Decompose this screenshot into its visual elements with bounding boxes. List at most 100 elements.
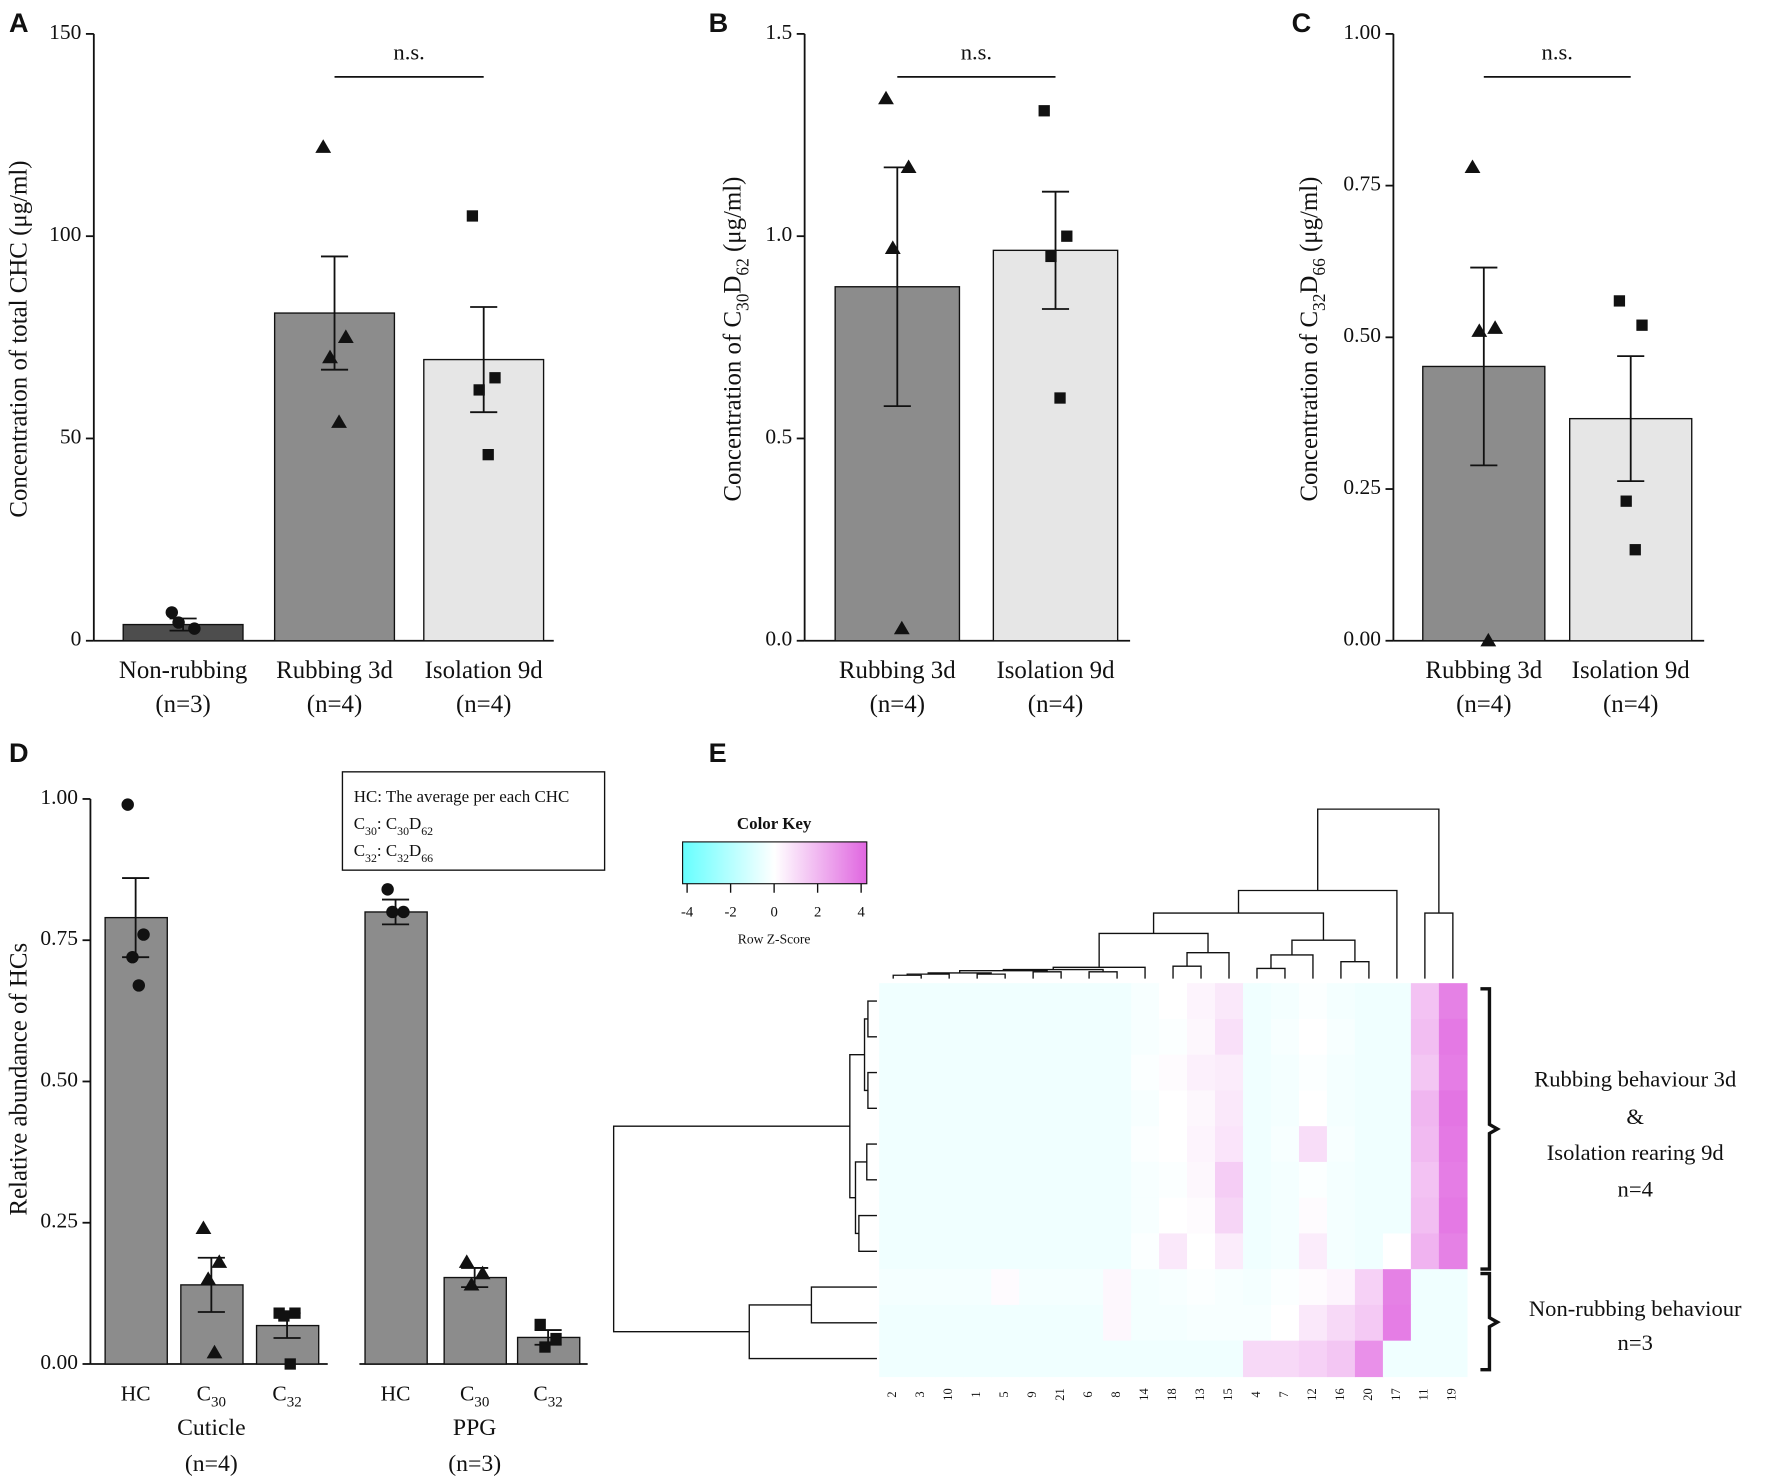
heatmap-cell — [1215, 983, 1244, 1020]
heatmap-cell — [1103, 1054, 1132, 1092]
y-tick-label: 0.0 — [765, 627, 792, 651]
heatmap-cell — [1410, 1090, 1440, 1127]
heatmap-cell — [879, 1126, 908, 1163]
panel-letter: A — [9, 7, 29, 38]
heatmap-cell — [1075, 1126, 1104, 1163]
data-point — [397, 905, 410, 919]
heatmap-cell — [1131, 1197, 1160, 1235]
heatmap-cell — [1159, 983, 1188, 1020]
heatmap-cell — [1354, 1161, 1384, 1199]
heatmap-cell — [1298, 1304, 1328, 1342]
data-point — [893, 620, 910, 635]
heatmap-cell — [879, 1197, 908, 1235]
x-tick-label: (n=4) — [870, 691, 925, 718]
heatmap-cell — [935, 1233, 964, 1270]
heatmap-cell — [907, 1090, 936, 1127]
heatmap-cell — [1438, 1054, 1468, 1092]
data-point — [458, 1254, 475, 1268]
heatmap-cell — [1159, 1233, 1188, 1270]
data-point — [322, 349, 338, 364]
heatmap-cell — [935, 1090, 964, 1127]
bracket — [1480, 987, 1501, 1271]
y-tick-label: 50 — [60, 424, 81, 448]
data-point — [278, 1310, 290, 1322]
heatmap-cell — [1242, 1340, 1272, 1378]
x-tick-label: C30 — [197, 1382, 226, 1412]
heatmap-cell — [1410, 1304, 1440, 1342]
annotation: n.s. — [1542, 39, 1573, 64]
column-label: 16 — [1333, 1388, 1347, 1400]
heatmap-cell — [1326, 1197, 1356, 1235]
heatmap-cell — [1270, 1018, 1300, 1056]
data-point — [137, 928, 150, 941]
dendrogram-branch — [1291, 939, 1356, 962]
heatmap-cell — [1270, 1054, 1300, 1092]
heatmap-cell — [1019, 1018, 1048, 1056]
heatmap-cell — [1103, 1161, 1132, 1199]
heatmap-cell — [1131, 1340, 1160, 1378]
heatmap-cell — [963, 1340, 992, 1378]
heatmap-cell — [963, 1018, 992, 1056]
heatmap-cell — [1103, 1233, 1132, 1270]
heatmap-cell — [907, 1340, 936, 1378]
y-tick-label: 1.0 — [765, 222, 792, 246]
x-tick-label: Rubbing 3d — [1425, 657, 1542, 684]
heatmap-cell — [1354, 1126, 1384, 1163]
heatmap-cell — [963, 1269, 992, 1306]
heatmap-cell — [1103, 1269, 1132, 1306]
heatmap-cell — [1270, 1340, 1300, 1378]
y-tick-label: 0.25 — [40, 1209, 78, 1233]
column-label: 14 — [1137, 1388, 1151, 1401]
heatmap-cell — [991, 1197, 1020, 1235]
heatmap-cell — [1215, 1304, 1244, 1342]
heatmap-cell — [1047, 983, 1076, 1020]
heatmap-cell — [1131, 1304, 1160, 1342]
data-point — [1620, 495, 1632, 507]
heatmap-cell — [1326, 1126, 1356, 1163]
dendrogram-branch — [867, 1071, 877, 1109]
heatmap-cell — [1019, 983, 1048, 1020]
data-point — [126, 950, 139, 964]
colorbar-tick-label: 4 — [857, 904, 865, 920]
heatmap-cell — [935, 1304, 964, 1342]
heatmap-cell — [1047, 1126, 1076, 1163]
heatmap-cell — [935, 1018, 964, 1056]
heatmap-cell — [1410, 983, 1440, 1020]
column-label: 10 — [941, 1388, 955, 1400]
heatmap-cell — [1047, 1233, 1076, 1270]
x-tick-label: Isolation 9d — [996, 657, 1115, 684]
data-point — [1045, 250, 1057, 263]
data-point — [1629, 544, 1641, 556]
data-point — [381, 883, 394, 896]
data-point — [1480, 632, 1497, 647]
row-group-label: Non-rubbing behaviour — [1529, 1296, 1742, 1321]
column-label: 17 — [1389, 1388, 1403, 1400]
heatmap-cell — [1131, 1090, 1160, 1127]
heatmap-cell — [1242, 1018, 1272, 1056]
data-point — [1061, 230, 1073, 242]
heatmap-cell — [1242, 1233, 1272, 1270]
x-tick-label: (n=3) — [155, 691, 210, 718]
y-tick-label: 0.5 — [765, 424, 792, 448]
heatmap-cell — [1382, 1340, 1412, 1378]
x-tick-label: Isolation 9d — [1572, 657, 1691, 684]
colorbar-tick-label: 2 — [814, 904, 821, 920]
heatmap-cell — [1438, 1340, 1468, 1378]
annotation: n.s. — [393, 39, 424, 64]
column-label: 9 — [1025, 1391, 1039, 1397]
heatmap-cell — [1075, 1161, 1104, 1199]
heatmap-cell — [1298, 1197, 1328, 1235]
data-point — [331, 414, 347, 428]
heatmap-cell — [991, 1233, 1020, 1270]
heatmap-cell — [907, 1126, 936, 1163]
data-point — [1613, 295, 1626, 307]
y-axis-label: Concentration of C32D66 (μg/ml) — [1296, 177, 1329, 502]
colorbar-tick-label: -4 — [681, 904, 694, 920]
heatmap-cell — [1270, 1197, 1300, 1235]
x-tick-label: C32 — [272, 1382, 301, 1412]
colorbar-label: Row Z-Score — [738, 931, 811, 946]
heatmap-cell — [1242, 1304, 1272, 1342]
heatmap-cell — [935, 1197, 964, 1235]
heatmap-cell — [879, 1054, 908, 1092]
dendrogram-branch — [1424, 912, 1454, 979]
